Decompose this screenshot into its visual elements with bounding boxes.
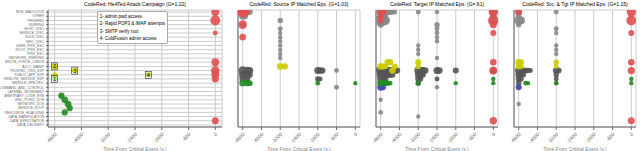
svg-text:4: 4 [147,72,150,78]
svg-text:Time From Critical Event (s.): Time From Critical Event (s.) [405,146,469,151]
svg-text:USER_PRIV_ESC: USER_PRIV_ESC [16,44,45,48]
svg-text:-4800: -4800 [509,131,522,144]
svg-text:-800: -800 [328,131,339,142]
html-text:2- Rapid POP3 & IMAP attempts: 2- Rapid POP3 & IMAP attempts [99,21,165,27]
svg-text:-2400: -2400 [565,131,578,144]
html-text:CodeRed: HeATed Attack Campaig: CodeRed: HeATed Attack Campaign (G=1.22) [84,1,186,7]
svg-text:-3200: -3200 [270,131,283,144]
svg-text:1: 1 [53,76,56,82]
svg-text:-3200: -3200 [98,131,111,144]
svg-text:-4000: -4000 [251,131,264,144]
svg-text:DATA_EXFILTRATION: DATA_EXFILTRATION [10,119,45,123]
svg-text:-1600: -1600 [446,131,459,144]
svg-text:NETWORK_SNIFFING: NETWORK_SNIFFING [9,56,44,60]
svg-text:0: 0 [490,131,496,137]
html-text:CodeRed: Source IP Matched Eps: CodeRed: Source IP Matched Eps. (G=1.03) [249,1,349,7]
svg-text:PHISHING: PHISHING [28,19,45,23]
svg-text:-2400: -2400 [125,131,138,144]
svg-text:-4800: -4800 [371,131,384,144]
svg-text:RESOURCE_HIJACKING: RESOURCE_HIJACKING [8,111,44,115]
svg-text:NETWORK_DOS: NETWORK_DOS [17,102,44,106]
svg-text:0: 0 [212,131,218,137]
svg-text:-2400: -2400 [427,131,440,144]
html-text:3- SMTP verify root: 3- SMTP verify root [99,28,139,34]
svg-text:-3200: -3200 [408,131,421,144]
svg-text:SERVICE_DISC: SERVICE_DISC [19,31,44,35]
svg-text:REMOTE_SERVICE_EXP: REMOTE_SERVICE_EXP [8,77,45,81]
svg-text:-4000: -4000 [389,131,402,144]
svg-text:3: 3 [73,68,76,74]
svg-text:0: 0 [628,131,632,137]
svg-text:-1600: -1600 [584,131,597,144]
svg-text:2: 2 [53,63,56,69]
svg-text:Time From Critical Event (s.): Time From Critical Event (s.) [103,146,167,151]
svg-text:-800: -800 [180,131,191,142]
svg-text:DATA_MANIPULATION: DATA_MANIPULATION [8,115,44,119]
svg-text:-4000: -4000 [71,131,84,144]
svg-text:PRIV_ESC: PRIV_ESC [27,52,44,56]
svg-text:Time From Critical Event (s.): Time From Critical Event (s.) [543,146,607,151]
svg-text:-2400: -2400 [289,131,302,144]
svg-text:TRUSTED_ORG_EXP: TRUSTED_ORG_EXP [10,69,45,73]
svg-text:BRUTE_FORCE_CREDS: BRUTE_FORCE_CREDS [8,60,45,64]
svg-text:INFO_DISC: INFO_DISC [26,40,45,44]
svg-text:HOST_DISC: HOST_DISC [25,27,45,31]
svg-text:-800: -800 [604,131,615,142]
svg-text:NON_MALICIOUS: NON_MALICIOUS [16,10,45,14]
svg-text:DATA_DELIVERY: DATA_DELIVERY [17,123,45,127]
svg-text:SURFING: SURFING [29,23,45,27]
svg-text:SERVICE_SPECIFIC: SERVICE_SPECIFIC [12,81,45,85]
svg-text:-1600: -1600 [152,131,165,144]
svg-text:-4800: -4800 [233,131,246,144]
svg-text:-4000: -4000 [527,131,540,144]
html-text:CodeRed: Src. & Tgt IP Matched: CodeRed: Src. & Tgt IP Matched Eps. (G=1… [522,1,628,7]
svg-text:PUBLIC_APP_EXP: PUBLIC_APP_EXP [14,73,44,77]
svg-text:-4800: -4800 [45,131,58,144]
svg-text:END_POINT_DOS: END_POINT_DOS [15,98,44,102]
svg-text:SERVICE_STOP: SERVICE_STOP [18,106,45,110]
svg-text:COMMAND_AND_CONTROL: COMMAND_AND_CONTROL [8,86,44,90]
html-text:CodeRed: Target IP Matched Eps: CodeRed: Target IP Matched Eps. (G=.61) [389,1,485,7]
svg-text:0: 0 [352,131,358,137]
svg-text:LATERAL_MOVEMENT: LATERAL_MOVEMENT [8,90,44,94]
svg-text:VULN_DISC: VULN_DISC [25,35,45,39]
html-text:4- ColdFusion admin access: 4- ColdFusion admin access [99,35,157,41]
svg-text:ACCT_MANIP: ACCT_MANIP [22,65,45,69]
svg-text:OTHER: OTHER [32,14,44,18]
svg-text:Time From Critical Event (s.): Time From Critical Event (s.) [267,146,331,151]
svg-text:ROOT_PRIV_ESC: ROOT_PRIV_ESC [16,48,45,52]
html-text:1- admin.pwd access: 1- admin.pwd access [99,14,142,20]
svg-text:-800: -800 [466,131,477,142]
svg-text:-1600: -1600 [308,131,321,144]
svg-text:ARBITRARY_CODE_EXE: ARBITRARY_CODE_EXE [8,94,45,98]
svg-text:-3200: -3200 [546,131,559,144]
